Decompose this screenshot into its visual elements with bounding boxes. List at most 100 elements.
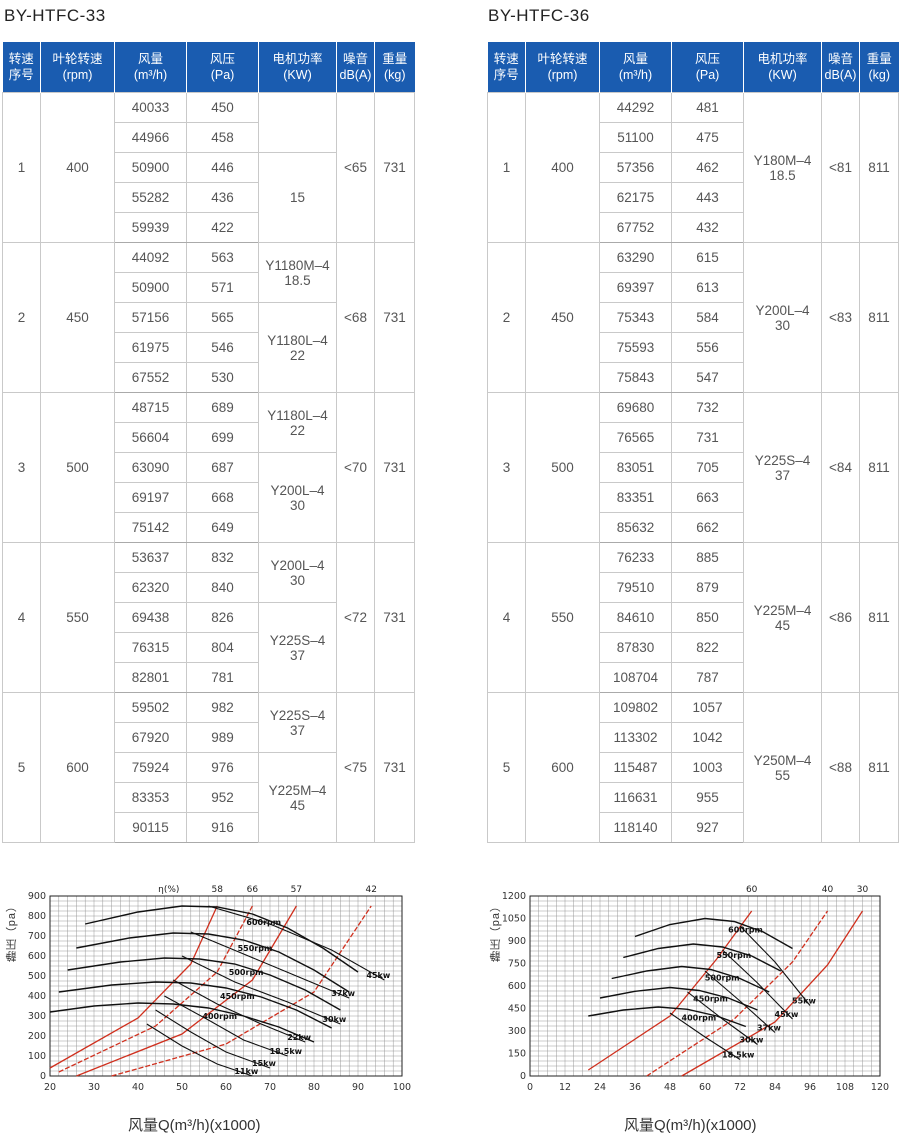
airflow-cell: 50900 [114,152,187,183]
right-header-col-4: 电机功率 (KW) [743,42,822,93]
speed-no-cell: 2 [2,242,41,393]
table-row: 5 600 59502 982 Y225S–4 37 <75 731 [2,692,415,843]
table-row: 1 400 40033 450 <65 731 [2,92,415,243]
table-row: 118140 927 [488,812,899,843]
pressure-cell: 822 [671,632,744,663]
x-tick-label: 80 [308,1082,320,1093]
rpm-label: 550rpm [717,951,752,960]
motor-power-cell: Y200L–4 30 [743,242,822,393]
airflow-cell: 59939 [114,212,187,243]
header-line: 重量 [866,52,892,66]
motor-line: Y225M–4 [753,602,812,618]
y-tick-label: 750 [508,959,526,970]
header-line: 风量 [622,52,648,66]
left-model-title: BY-HTFC-33 [4,6,106,25]
airflow-cell: 76233 [599,542,672,573]
motor-line: Y225S–4 [269,707,326,723]
table-row: 3 500 69680 732 Y225S–4 37 <84 811 [487,392,899,543]
right-header-col-6: 重量 (kg) [859,42,899,93]
pressure-cell: 787 [671,662,744,693]
noise-cell: <72 [336,542,375,693]
right-table-header: 转速 序号 叶轮转速 (rpm) 风量 (m³/h) 风压 (Pa) 电机功率 (KW) 噪音 dB(… [487,42,899,93]
pressure-cell: 879 [671,572,744,603]
table-row: 50900 571 [3,272,415,303]
airflow-cell: 48715 [114,392,187,423]
rpm-cell: 400 [40,92,115,243]
rpm-cell: 550 [40,542,115,693]
weight-cell: 811 [859,542,899,693]
speed-no-cell: 1 [487,92,526,243]
airflow-cell: 75843 [599,362,672,393]
motor-line: Y250M–4 [753,752,812,768]
x-tick-label: 24 [594,1082,606,1093]
pressure-cell: 731 [671,422,744,453]
motor-power-cell: Y180M–4 18.5 [743,92,822,243]
motor-power-cell: Y200L–4 30 [258,542,337,603]
header-line: 风压 [209,52,235,66]
airflow-cell: 115487 [599,752,672,783]
x-tick-label: 70 [264,1082,276,1093]
header-line: (kg) [868,68,891,82]
header-line: 转速 [8,52,34,66]
power-label: 30kw [322,1015,346,1024]
pressure-cell: 556 [671,332,744,363]
airflow-cell: 57156 [114,302,187,333]
motor-power-cell: Y200L–4 30 [258,452,337,543]
header-line: 叶轮转速 [537,52,588,66]
header-line: 风量 [137,52,163,66]
x-tick-label: 60 [220,1082,232,1093]
airflow-cell: 75142 [114,512,187,543]
power-label: 37kw [331,989,355,998]
grid [49,895,403,1077]
pressure-cell: 826 [186,602,259,633]
motor-line: Y200L–4 [270,482,325,498]
airflow-cell: 113302 [599,722,672,753]
rpm-label: 500rpm [229,968,264,977]
y-tick-label: 1050 [502,914,526,925]
pressure-cell: 699 [186,422,259,453]
efficiency-curve [587,910,753,1071]
table-row: 44966 458 [3,122,415,153]
pressure-cell: 649 [186,512,259,543]
motor-power-cell: Y1180L–4 22 [258,302,337,393]
rpm-cell: 400 [525,92,600,243]
rpm-label: 500rpm [705,974,740,983]
right-model-title: BY-HTFC-36 [488,6,590,25]
motor-line: Y1180M–4 [265,257,330,273]
table-row: 55282 436 [3,182,415,213]
rpm-cell: 450 [525,242,600,393]
pressure-cell: 781 [186,662,259,693]
power-label: 55kw [792,997,816,1006]
pressure-cell: 443 [671,182,744,213]
power-label: 30kw [740,1036,764,1045]
power-label: 15kw [252,1059,276,1068]
airflow-cell: 50900 [114,272,187,303]
noise-cell: <68 [336,242,375,393]
rpm-curve [599,986,758,1011]
table-row: 90115 916 [3,812,415,843]
airflow-cell: 76315 [114,632,187,663]
airflow-cell: 44092 [114,242,187,273]
pressure-cell: 662 [671,512,744,543]
pressure-cell: 462 [671,152,744,183]
motor-line: 55 [774,767,791,783]
airflow-cell: 79510 [599,572,672,603]
pressure-cell: 481 [671,92,744,123]
airflow-cell: 75343 [599,302,672,333]
table-row: 75593 556 [488,332,899,363]
motor-power-cell: Y1180M–4 18.5 [258,242,337,303]
rpm-curve [634,917,793,950]
pressure-cell: 687 [186,452,259,483]
table-row: 1 400 44292 481 Y180M–4 18.5 <81 811 [487,92,899,243]
y-tick-label: 600 [28,951,46,962]
weight-cell: 731 [374,392,415,543]
motor-line: 22 [289,422,306,438]
airflow-cell: 85632 [599,512,672,543]
airflow-cell: 69397 [599,272,672,303]
pressure-cell: 475 [671,122,744,153]
power-label: 37kw [757,1024,781,1033]
motor-line: 18.5 [284,272,311,288]
table-row: 57156 565 Y1180L–4 22 [3,302,415,393]
efficiency-label: 58 [211,885,223,895]
power-curve [704,970,776,1033]
